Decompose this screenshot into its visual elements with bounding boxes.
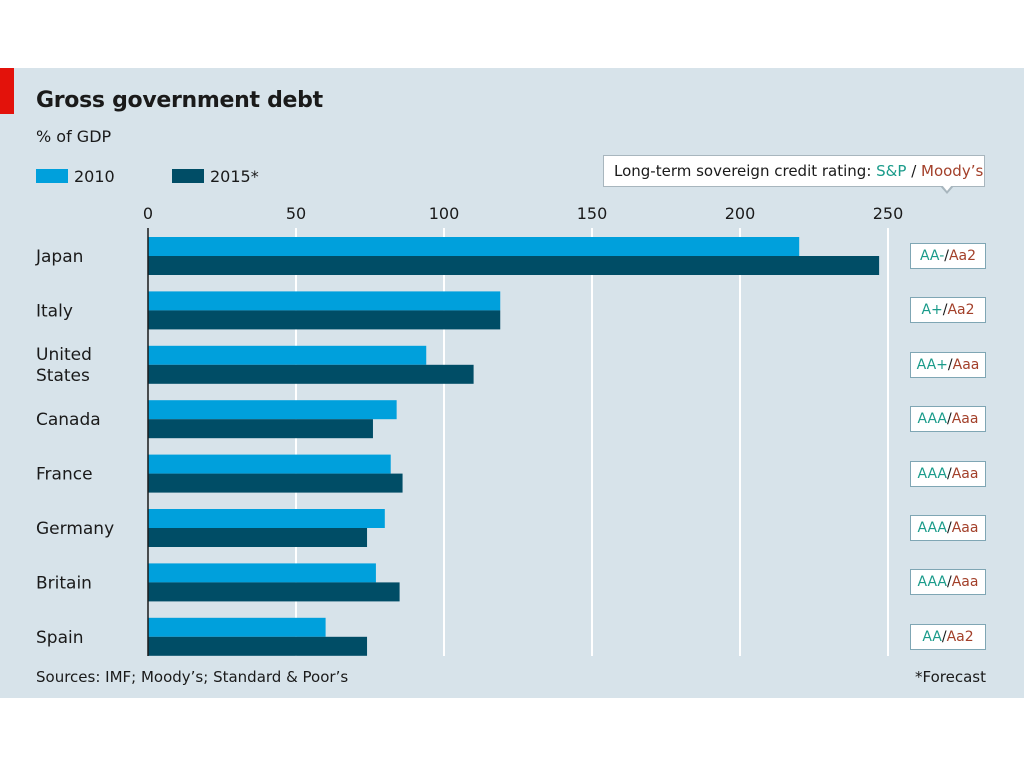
rating-tag-canada: AAA / Aaa xyxy=(910,406,986,433)
bar-spain-2010 xyxy=(148,617,326,637)
bar-france-2015 xyxy=(148,473,403,493)
rating-moodys: Aaa xyxy=(951,574,979,591)
rating-sp: AAA xyxy=(917,465,948,482)
category-label-canada: Canada xyxy=(36,410,101,430)
rating-header-sp: S&P xyxy=(876,162,907,180)
legend-item-2010: 2010 xyxy=(36,165,115,187)
rating-moodys: Aa2 xyxy=(948,248,977,264)
rating-sp: AA+ xyxy=(916,356,948,373)
bar-canada-2015 xyxy=(148,419,373,439)
bar-britain-2010 xyxy=(148,563,376,583)
rating-header-moodys: Moody’s xyxy=(921,162,984,180)
source-note: Sources: IMF; Moody’s; Standard & Poor’s xyxy=(36,668,349,686)
chart-subtitle: % of GDP xyxy=(36,127,112,146)
rating-moodys: Aa2 xyxy=(946,628,974,645)
bar-united-states-2015 xyxy=(148,364,474,384)
bar-italy-2015 xyxy=(148,310,501,330)
rating-header-box: Long-term sovereign credit rating: S&P /… xyxy=(603,155,985,187)
x-tick-label-100: 100 xyxy=(429,204,460,223)
x-tick-label-150: 150 xyxy=(577,204,608,223)
category-label-spain: Spain xyxy=(36,628,84,648)
rating-moodys: Aaa xyxy=(951,411,979,428)
rating-tag-spain: AA / Aa2 xyxy=(910,623,986,650)
category-label-britain: Britain xyxy=(36,573,92,593)
bar-france-2010 xyxy=(148,454,391,474)
rating-slash: / xyxy=(947,574,952,591)
rating-sp: AA xyxy=(922,628,942,645)
rating-tag-france: AAA / Aaa xyxy=(910,460,986,487)
category-label-italy: Italy xyxy=(36,301,73,321)
rating-sp: AAA xyxy=(917,411,948,428)
brand-red-tag xyxy=(0,68,14,114)
x-tick-label-250: 250 xyxy=(873,204,904,223)
bar-germany-2010 xyxy=(148,509,385,528)
rating-sp: AAA xyxy=(917,574,948,591)
rating-slash: / xyxy=(941,628,947,645)
x-tick-label-200: 200 xyxy=(725,204,756,223)
legend-swatch-2015 xyxy=(172,169,204,183)
bar-canada-2010 xyxy=(148,400,397,420)
category-label-germany: Germany xyxy=(36,519,114,539)
rating-header-separator: / xyxy=(906,162,922,180)
rating-sp: A+ xyxy=(921,302,943,319)
category-label-france: France xyxy=(36,465,93,485)
rating-tag-britain: AAA / Aaa xyxy=(910,569,986,596)
rating-header-prefix: Long-term sovereign credit rating: xyxy=(614,162,877,180)
rating-tag-united-states: AA+ / Aaa xyxy=(910,351,986,378)
rating-header-pointer-fill xyxy=(942,185,952,191)
rating-sp: AAA xyxy=(917,520,948,536)
category-label-line: United xyxy=(36,345,92,365)
rating-sp: AA- xyxy=(919,248,945,264)
rating-moodys: Aaa xyxy=(951,520,979,536)
forecast-footnote: *Forecast xyxy=(915,668,986,686)
rating-tag-italy: A+ / Aa2 xyxy=(910,297,986,324)
rating-slash: / xyxy=(942,302,948,319)
rating-tag-japan: AA- / Aa2 xyxy=(910,243,986,269)
bar-britain-2015 xyxy=(148,582,400,602)
bar-japan-2010 xyxy=(148,237,800,256)
rating-slash: / xyxy=(947,520,952,536)
rating-moodys: Aa2 xyxy=(947,302,975,319)
category-label-line: States xyxy=(36,366,90,386)
rating-moodys: Aaa xyxy=(951,465,979,482)
rating-slash: / xyxy=(947,411,952,428)
bar-japan-2015 xyxy=(148,256,880,275)
legend-label-2015: 2015* xyxy=(210,166,259,186)
legend-label-2010: 2010 xyxy=(74,166,115,186)
rating-slash: / xyxy=(944,248,949,264)
legend-item-2015: 2015* xyxy=(172,165,259,187)
x-tick-label-50: 50 xyxy=(286,204,306,223)
x-tick-label-0: 0 xyxy=(143,204,153,223)
bar-spain-2015 xyxy=(148,636,368,656)
rating-slash: / xyxy=(947,356,953,373)
bar-italy-2010 xyxy=(148,291,501,311)
chart-title: Gross government debt xyxy=(36,88,323,113)
legend-swatch-2010 xyxy=(36,169,68,183)
category-label-japan: Japan xyxy=(35,247,83,267)
rating-slash: / xyxy=(947,465,952,482)
rating-moodys: Aaa xyxy=(952,356,980,373)
category-label-united-states: United States xyxy=(36,345,92,386)
bar-germany-2015 xyxy=(148,528,368,547)
bar-united-states-2010 xyxy=(148,345,427,365)
rating-tag-germany: AAA / Aaa xyxy=(910,515,986,541)
